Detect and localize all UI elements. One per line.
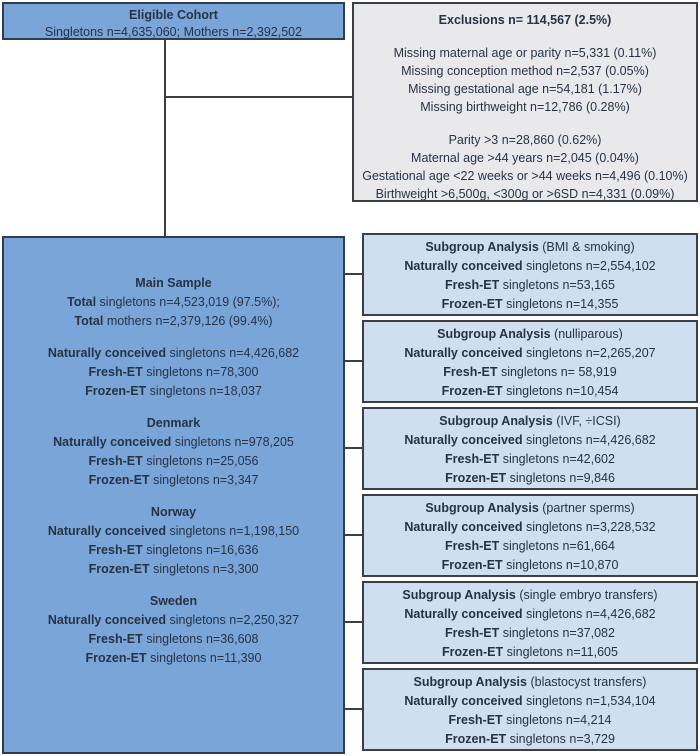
text-line: Subgroup Analysis (IVF, ÷ICSI) — [439, 414, 621, 428]
connector-to-subgroup-5 — [345, 621, 362, 623]
connector-to-subgroup-2 — [345, 360, 362, 362]
text-line: Naturally conceived singletons n=978,205 — [53, 435, 294, 449]
text-line: Denmark — [146, 416, 201, 430]
exclusions-box: Exclusions n= 114,567 (2.5%) Missing mat… — [352, 2, 698, 202]
connector-to-subgroup-6 — [345, 708, 362, 710]
eligible-cohort-title: Eligible Cohort — [129, 8, 218, 22]
text-line: Naturally conceived singletons n=4,426,6… — [404, 607, 656, 621]
text-line: Frozen-ET singletons n=18,037 — [85, 384, 262, 398]
main-sample-box: Main Sample Total singletons n=4,523,019 … — [2, 236, 345, 754]
text-line: Frozen-ET singletons n=3,347 — [88, 473, 259, 487]
text-line: Missing gestational age n=54,181 (1.17%) — [408, 82, 642, 96]
text-line: Fresh-ET singletons n=61,664 — [445, 539, 615, 553]
text-line: Frozen-ET singletons n=9,846 — [445, 471, 615, 485]
text-line: Frozen-ET singletons n=10,454 — [441, 384, 619, 398]
spacer-line — [4, 331, 343, 344]
text-line: Fresh-ET singletons n=25,056 — [88, 454, 259, 468]
text-line: Subgroup Analysis (single embryo transfe… — [402, 588, 658, 602]
connector-to-subgroup-4 — [345, 534, 362, 536]
text-line: Parity >3 n=28,860 (0.62%) — [448, 133, 602, 147]
subgroup-box-ivf-icsi: Subgroup Analysis (IVF, ÷ICSI) Naturally … — [362, 407, 698, 490]
text-line: Naturally conceived singletons n=4,426,6… — [404, 433, 656, 447]
text-line: Frozen-ET singletons n=3,300 — [88, 562, 259, 576]
connector-to-exclusions — [164, 96, 352, 98]
text-line: Total singletons n=4,523,019 (97.5%); — [67, 295, 280, 309]
spacer-line — [354, 116, 696, 131]
text-line: Total mothers n=2,379,126 (99.4%) — [74, 314, 273, 328]
text-line: Fresh-ET singletons n=4,214 — [448, 713, 612, 727]
exclusions-title: Exclusions n= 114,567 (2.5%) — [438, 13, 612, 27]
text-line: Missing conception method n=2,537 (0.05%… — [401, 64, 649, 78]
text-line: Subgroup Analysis (blastocyst transfers) — [413, 675, 647, 689]
text-line: Naturally conceived singletons n=2,250,3… — [47, 613, 300, 627]
text-line: Naturally conceived singletons n=3,228,5… — [404, 520, 656, 534]
text-line: Frozen-ET singletons n=11,390 — [85, 651, 262, 665]
text-line: Naturally conceived singletons n=2,554,1… — [404, 259, 656, 273]
text-line: Subgroup Analysis (BMI & smoking) — [425, 240, 635, 254]
subgroup-box-bmi-smoking: Subgroup Analysis (BMI & smoking) Natural… — [362, 233, 698, 316]
text-line: Frozen-ET singletons n=14,355 — [441, 297, 619, 311]
eligible-cohort-subtitle: Singletons n=4,635,060; Mothers n=2,392,… — [44, 25, 303, 39]
connector-to-subgroup-1 — [345, 273, 362, 275]
text-line: Norway — [150, 505, 197, 519]
main-sample-lines: Main Sample Total singletons n=4,523,019 … — [4, 274, 343, 668]
text-line: Gestational age <22 weeks or >44 weeks n… — [362, 169, 688, 183]
text-line: Fresh-ET singletons n=37,082 — [445, 626, 615, 640]
text-line: Frozen-ET singletons n=10,870 — [441, 558, 619, 572]
text-line: Subgroup Analysis (partner sperms) — [425, 501, 635, 515]
spacer-line — [4, 401, 343, 414]
subgroup-box-partner-sperms: Subgroup Analysis (partner sperms) Natura… — [362, 494, 698, 577]
text-line: Sweden — [149, 594, 198, 608]
text-line: Fresh-ET singletons n=36,608 — [88, 632, 259, 646]
text-line: Naturally conceived singletons n=2,265,2… — [404, 346, 656, 360]
spacer-line — [4, 579, 343, 592]
exclusions-lines: Missing maternal age or parity n=5,331 (… — [354, 29, 696, 203]
text-line: Main Sample — [135, 276, 212, 290]
subgroup-box-nulliparous: Subgroup Analysis (nulliparous) Naturally… — [362, 320, 698, 403]
text-line: Fresh-ET singletons n=42,602 — [445, 452, 615, 466]
spacer-line — [354, 29, 696, 44]
text-line: Fresh-ET singletons n=78,300 — [88, 365, 259, 379]
connector-to-subgroup-3 — [345, 447, 362, 449]
connector-eligible-to-main — [164, 40, 166, 236]
text-line: Subgroup Analysis (nulliparous) — [437, 327, 623, 341]
text-line: Missing birthweight n=12,786 (0.28%) — [420, 100, 630, 114]
text-line: Missing maternal age or parity n=5,331 (… — [393, 46, 657, 60]
text-line: Fresh-ET singletons n=53,165 — [445, 278, 615, 292]
text-line: Fresh-ET singletons n= 58,919 — [443, 365, 617, 379]
text-line: Fresh-ET singletons n=16,636 — [88, 543, 259, 557]
text-line: Birthweight >6,500g, <300g or >6SD n=4,3… — [375, 187, 675, 201]
subgroup-box-blastocyst: Subgroup Analysis (blastocyst transfers)… — [362, 668, 698, 751]
text-line: Maternal age >44 years n=2,045 (0.04%) — [411, 151, 639, 165]
text-line: Naturally conceived singletons n=1,534,1… — [404, 694, 656, 708]
text-line: Frozen-ET singletons n=11,605 — [442, 645, 618, 659]
text-line: Naturally conceived singletons n=4,426,6… — [47, 346, 300, 360]
eligible-cohort-box: Eligible Cohort Singletons n=4,635,060; … — [2, 2, 345, 40]
text-line: Naturally conceived singletons n=1,198,1… — [47, 524, 300, 538]
subgroup-box-single-embryo: Subgroup Analysis (single embryo transfe… — [362, 581, 698, 664]
text-line: Frozen-ET singletons n=3,729 — [445, 732, 615, 746]
spacer-line — [4, 490, 343, 503]
